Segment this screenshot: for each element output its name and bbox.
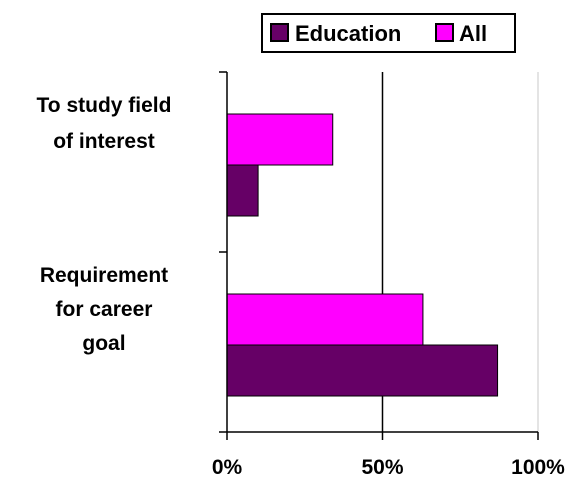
legend-swatch-education bbox=[270, 23, 289, 42]
bar-all-1 bbox=[226, 293, 424, 346]
axes bbox=[219, 71, 539, 440]
category-label-1-line-1: for career bbox=[56, 298, 153, 321]
bar-education-0 bbox=[226, 164, 259, 217]
legend-label-education: Education bbox=[295, 21, 401, 46]
category-label-0-line-1: of interest bbox=[53, 130, 155, 153]
legend: Education All bbox=[261, 13, 516, 53]
legend-swatch-all bbox=[435, 23, 454, 42]
bar-education-1 bbox=[226, 344, 499, 397]
x-tick-label-50: 50% bbox=[361, 456, 403, 479]
legend-box bbox=[261, 13, 516, 53]
x-tick-label-100: 100% bbox=[511, 456, 565, 479]
category-labels: To study field of interest Requirement for … bbox=[37, 94, 172, 355]
bar-all-0 bbox=[226, 113, 334, 166]
category-label-1-line-0: Requirement bbox=[40, 264, 168, 287]
legend-label-all: All bbox=[459, 21, 487, 46]
x-tick-labels: 0% 50% 100% bbox=[212, 456, 565, 479]
category-label-1-line-2: goal bbox=[82, 332, 125, 355]
bars bbox=[226, 113, 499, 397]
x-tick-label-0: 0% bbox=[212, 456, 243, 479]
category-label-0-line-0: To study field bbox=[37, 94, 172, 117]
